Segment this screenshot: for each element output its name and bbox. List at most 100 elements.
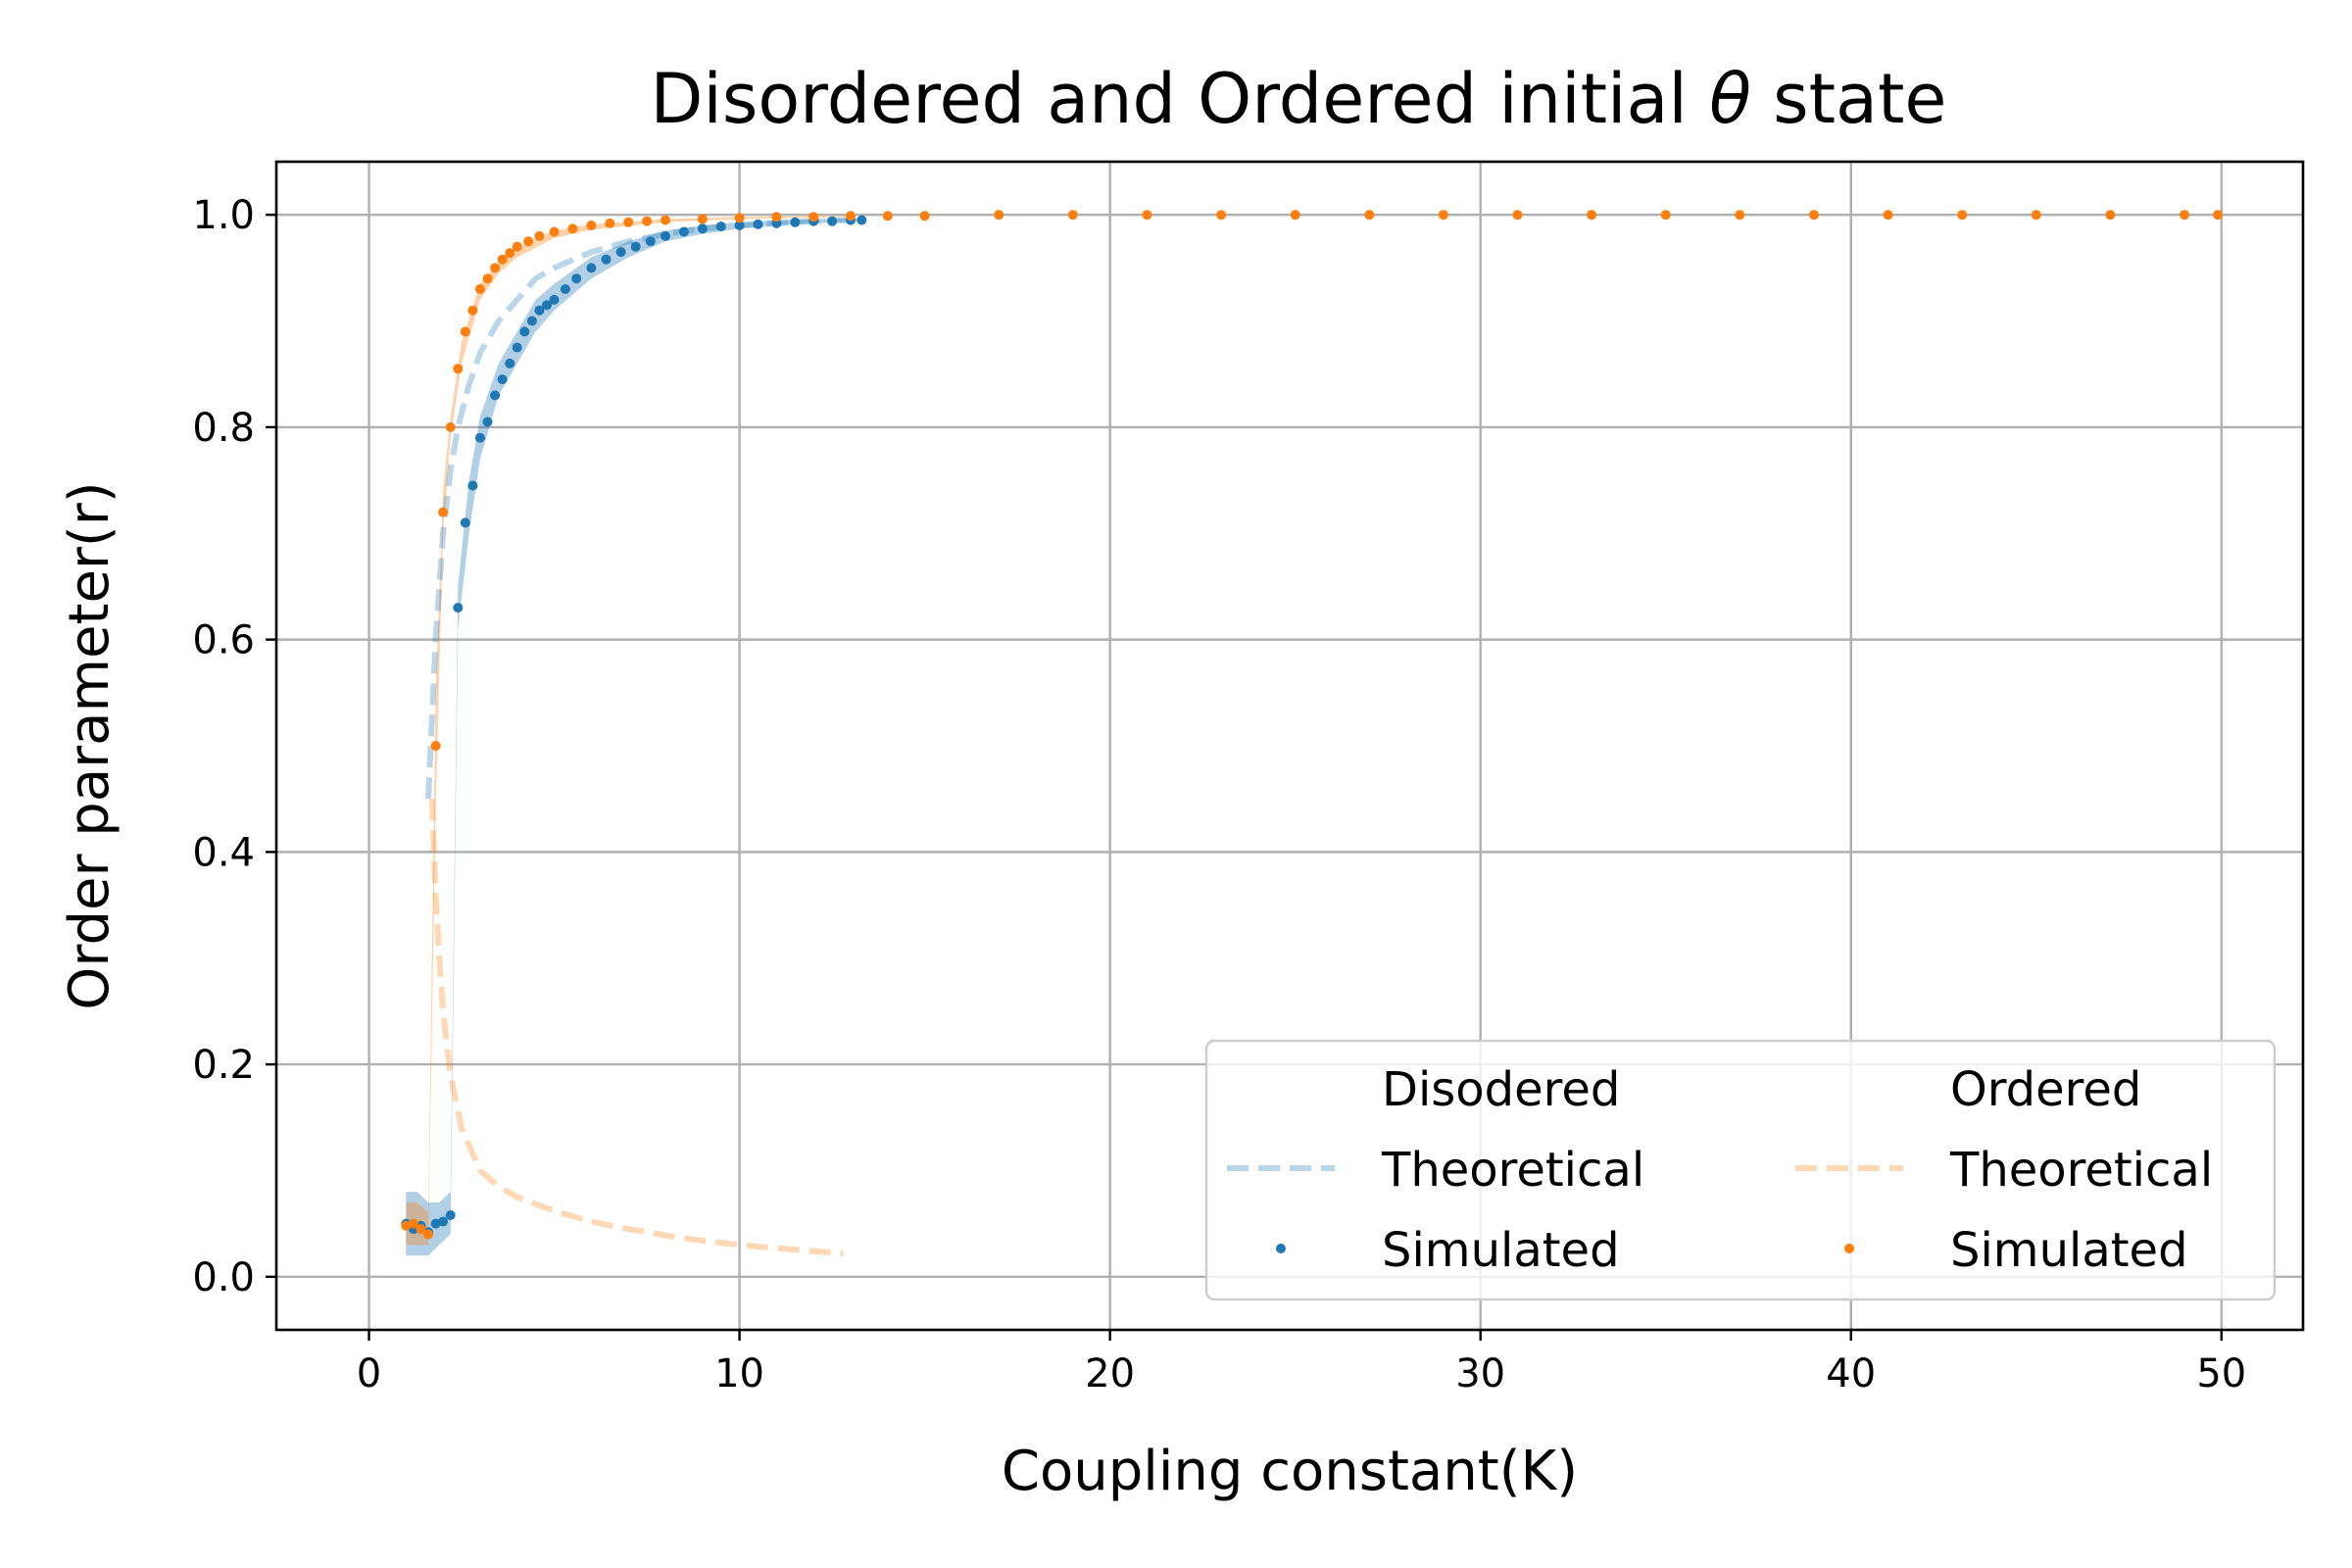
x-tick-label: 40 — [1826, 1351, 1876, 1396]
legend-ordered-simulated-label: Simulated — [1950, 1223, 2188, 1278]
data-point — [882, 211, 893, 221]
data-point — [460, 517, 470, 528]
data-point — [438, 507, 449, 517]
data-point — [1364, 210, 1375, 220]
data-point — [808, 212, 819, 222]
data-point — [1512, 210, 1523, 220]
legend-ordered-header: Ordered — [1950, 1062, 2141, 1117]
simulated-points — [401, 210, 2223, 1240]
data-point — [542, 300, 552, 311]
data-point — [1735, 210, 1745, 220]
data-point — [534, 230, 545, 241]
data-point — [438, 1216, 449, 1227]
data-point — [430, 1218, 441, 1229]
legend-ordered-simulated-swatch — [1844, 1244, 1854, 1253]
data-point — [534, 305, 545, 316]
data-point — [453, 603, 464, 613]
data-point — [474, 284, 485, 294]
data-point — [2031, 210, 2041, 220]
data-point — [661, 215, 670, 225]
data-point — [453, 364, 464, 374]
data-point — [642, 216, 653, 226]
x-tick-label: 0 — [357, 1351, 381, 1396]
data-point — [771, 212, 782, 222]
data-point — [1067, 210, 1078, 220]
data-point — [474, 432, 485, 443]
data-point — [630, 241, 641, 252]
legend: Disodered Theoretical Simulated Ordered … — [1204, 1039, 2277, 1301]
x-tick-label: 20 — [1085, 1351, 1135, 1396]
legend-disordered-theoretical-label: Theoretical — [1381, 1143, 1644, 1198]
legend-ordered-theoretical-label: Theoretical — [1949, 1143, 2213, 1198]
data-point — [715, 221, 726, 232]
data-point — [586, 220, 597, 230]
data-point — [1809, 210, 1819, 220]
legend-disordered-simulated-label: Simulated — [1382, 1223, 1620, 1278]
data-point — [505, 358, 515, 368]
theoretical-line — [428, 799, 844, 1256]
data-point — [605, 218, 615, 228]
data-point — [490, 263, 501, 273]
data-point — [1142, 210, 1152, 220]
data-point — [1290, 210, 1300, 220]
data-point — [994, 210, 1004, 220]
data-point — [467, 480, 478, 491]
data-point — [567, 223, 578, 234]
data-point — [460, 326, 470, 337]
y-tick-label: 0.2 — [192, 1043, 255, 1088]
data-point — [827, 216, 838, 226]
data-point — [734, 220, 745, 230]
data-point — [560, 284, 570, 294]
y-tick-label: 0.0 — [192, 1255, 255, 1300]
data-point — [519, 326, 530, 337]
data-point — [416, 1224, 426, 1235]
data-point — [2105, 210, 2116, 220]
data-point — [678, 226, 689, 237]
legend-disordered-header: Disodered — [1382, 1062, 1620, 1117]
grid — [276, 162, 2303, 1330]
data-point — [857, 215, 867, 225]
data-point — [430, 741, 441, 751]
data-point — [1216, 210, 1227, 220]
data-point — [497, 374, 508, 385]
data-point — [697, 214, 708, 224]
data-point — [734, 213, 745, 223]
data-point — [586, 263, 597, 273]
y-tick-label: 0.8 — [192, 406, 255, 451]
y-tick-label: 0.6 — [192, 618, 255, 663]
data-point — [1587, 210, 1597, 220]
data-point — [697, 223, 708, 234]
data-point — [423, 1229, 433, 1240]
chart-title: Disordered and Ordered initial θ state — [651, 59, 1947, 139]
data-point — [482, 416, 493, 427]
data-point — [497, 254, 508, 265]
data-point — [512, 241, 522, 252]
data-point — [571, 273, 582, 284]
y-axis-title: Order parameter(r) — [58, 481, 122, 1009]
x-tick-label: 10 — [714, 1351, 764, 1396]
data-point — [919, 211, 930, 221]
plot-frame — [274, 160, 2305, 1332]
x-tick-label: 30 — [1455, 1351, 1505, 1396]
data-point — [753, 219, 763, 229]
data-point — [526, 316, 537, 326]
data-point — [2180, 210, 2189, 220]
data-point — [645, 236, 656, 247]
data-point — [445, 421, 456, 432]
axis-ticks: 0 10 20 30 40 50 0.0 0.2 0.4 0.6 0.8 1.0 — [192, 193, 2246, 1396]
data-point — [846, 211, 856, 221]
data-point — [601, 254, 612, 265]
data-point — [790, 217, 801, 227]
data-point — [408, 1218, 418, 1229]
legend-box — [1204, 1039, 2277, 1301]
data-point — [505, 248, 515, 259]
data-point — [615, 247, 626, 258]
data-point — [623, 217, 634, 227]
data-point — [1957, 210, 1968, 220]
data-point — [445, 1210, 456, 1220]
x-axis-title: Coupling constant(K) — [1002, 1440, 1578, 1503]
data-point — [401, 1220, 412, 1231]
data-point — [549, 294, 560, 305]
